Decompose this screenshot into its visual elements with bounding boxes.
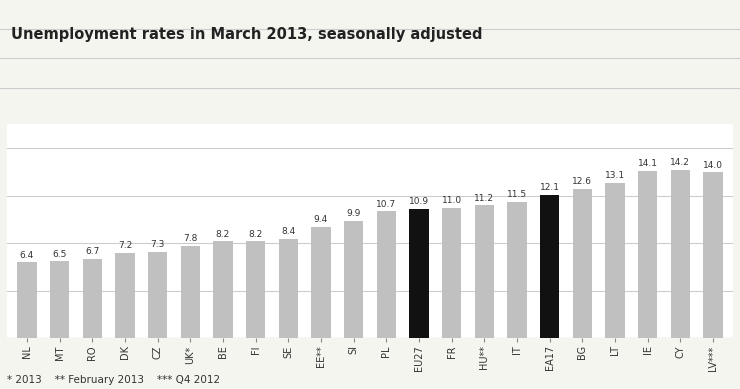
Text: 7.2: 7.2 [118, 242, 132, 251]
Text: 10.7: 10.7 [376, 200, 397, 209]
Text: 9.4: 9.4 [314, 216, 328, 224]
Bar [507, 202, 527, 338]
Bar [344, 221, 363, 338]
Bar [83, 259, 102, 338]
Text: 11.0: 11.0 [442, 196, 462, 205]
Text: 11.5: 11.5 [507, 190, 527, 199]
Text: 7.3: 7.3 [150, 240, 165, 249]
Bar [213, 241, 233, 338]
Bar [246, 241, 266, 338]
Text: Unemployment rates in March 2013, seasonally adjusted: Unemployment rates in March 2013, season… [11, 27, 482, 42]
Bar [148, 252, 167, 338]
Text: 12.6: 12.6 [572, 177, 592, 186]
Text: 8.2: 8.2 [249, 230, 263, 238]
Bar [605, 183, 625, 338]
Text: 11.2: 11.2 [474, 194, 494, 203]
Text: 7.8: 7.8 [183, 234, 198, 244]
Text: 6.5: 6.5 [53, 250, 67, 259]
Text: 14.2: 14.2 [670, 158, 690, 167]
Bar [17, 262, 37, 338]
Text: 6.7: 6.7 [85, 247, 99, 256]
Bar [638, 171, 657, 338]
Bar [540, 194, 559, 338]
Text: * 2013    ** February 2013    *** Q4 2012: * 2013 ** February 2013 *** Q4 2012 [7, 375, 221, 385]
Bar [278, 238, 298, 338]
Bar [573, 189, 592, 338]
Text: 14.1: 14.1 [638, 159, 658, 168]
Bar [474, 205, 494, 338]
Text: 12.1: 12.1 [539, 183, 559, 192]
Text: 8.2: 8.2 [216, 230, 230, 238]
Text: 14.0: 14.0 [703, 161, 723, 170]
Text: 10.9: 10.9 [409, 198, 429, 207]
Bar [181, 246, 200, 338]
Bar [670, 170, 690, 338]
Bar [115, 253, 135, 338]
Text: 9.9: 9.9 [346, 209, 361, 218]
Text: 6.4: 6.4 [20, 251, 34, 260]
Text: 13.1: 13.1 [605, 171, 625, 180]
Bar [377, 211, 396, 338]
Bar [409, 209, 428, 338]
Bar [442, 208, 462, 338]
Bar [312, 227, 331, 338]
Text: 8.4: 8.4 [281, 227, 295, 236]
Bar [50, 261, 70, 338]
Bar [703, 172, 723, 338]
